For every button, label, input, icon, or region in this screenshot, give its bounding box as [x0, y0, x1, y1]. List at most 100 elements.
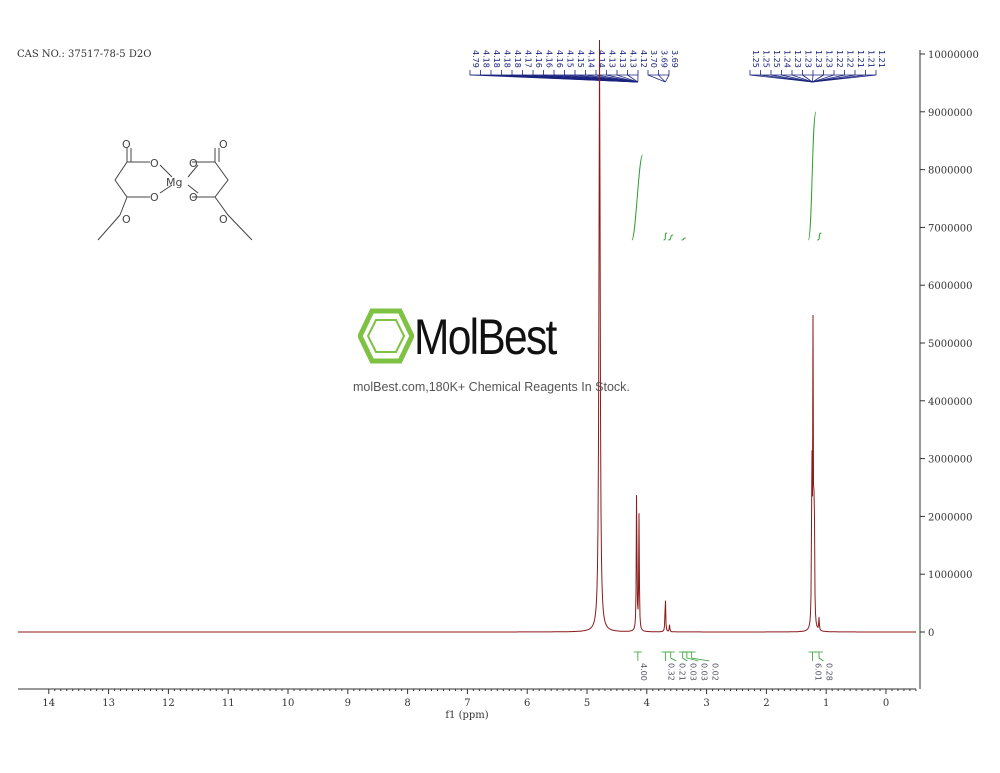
integral-value: 0.28	[824, 663, 833, 681]
peak-label: 4.15	[566, 50, 575, 68]
peak-label: 4.18	[492, 50, 501, 68]
integral-value: 0.03	[688, 663, 697, 681]
y-tick-label: 1000000	[928, 570, 973, 581]
x-tick-label: 8	[404, 698, 410, 709]
x-tick-label: 0	[883, 698, 889, 709]
y-tick-label: 10000000	[928, 50, 979, 61]
x-tick-label: 2	[763, 698, 769, 709]
peak-connector	[664, 70, 670, 83]
x-tick-label: 13	[102, 698, 115, 709]
integral-curve	[681, 237, 686, 241]
integral-curve	[668, 234, 674, 241]
integral-bracket	[661, 651, 670, 661]
integral-bracket	[633, 651, 642, 661]
integral-bracket	[687, 651, 710, 662]
integral-curve	[807, 111, 817, 241]
molecule-structure	[97, 148, 253, 241]
y-tick-label: 5000000	[928, 339, 973, 350]
integral-bracket	[678, 651, 688, 662]
peak-label: 4.18	[503, 50, 512, 68]
peak-label: 1.25	[772, 50, 781, 68]
peak-label: 1.25	[751, 50, 760, 68]
x-tick-label: 10	[282, 698, 295, 709]
atom-label: O	[189, 157, 198, 170]
integral-value: 0.03	[699, 663, 708, 681]
x-tick-label: 3	[703, 698, 709, 709]
y-tick-label: 3000000	[928, 455, 973, 466]
integral-bracket	[666, 651, 677, 662]
peak-label: 1.23	[804, 50, 813, 68]
integral-value: 0.32	[666, 663, 675, 681]
y-tick-label: 0	[928, 628, 934, 639]
peak-label: 4.15	[576, 50, 585, 68]
x-tick-label: 6	[524, 698, 530, 709]
peak-label: 4.17	[524, 50, 533, 68]
atom-label: O	[219, 213, 228, 226]
x-axis-label: f1 (ppm)	[445, 710, 488, 721]
y-tick-label: 8000000	[928, 166, 973, 177]
atom-label: O	[122, 138, 131, 151]
peak-label: 1.21	[877, 50, 886, 68]
integral-curve	[663, 232, 668, 241]
x-tick-label: 1	[823, 698, 829, 709]
peak-label: 1.23	[825, 50, 834, 68]
peak-label: 4.12	[639, 50, 648, 68]
integral-value: 4.00	[639, 663, 648, 681]
peak-label: 3.69	[660, 50, 669, 68]
peak-label: 1.22	[835, 50, 844, 68]
peak-label: 1.23	[793, 50, 802, 68]
peak-label: 4.14	[597, 50, 606, 68]
atom-label: O	[219, 138, 228, 151]
peak-label: 4.16	[534, 50, 543, 68]
peak-label: 4.18	[513, 50, 522, 68]
peak-connector	[647, 70, 666, 83]
peak-label: 1.21	[856, 50, 865, 68]
y-tick-label: 7000000	[928, 223, 973, 234]
watermark-brand: MolBest	[414, 309, 557, 365]
peak-label: 1.22	[846, 50, 855, 68]
atom-label: O	[150, 191, 159, 204]
y-tick-label: 4000000	[928, 397, 973, 408]
integral-value: 0.21	[677, 663, 686, 681]
peak-connector	[812, 70, 814, 83]
peak-label: 1.21	[867, 50, 876, 68]
cas-label: CAS NO.: 37517-78-5 D2O	[17, 49, 152, 60]
integral-value: 6.01	[813, 663, 822, 681]
x-tick-label: 11	[222, 698, 235, 709]
integral-curve	[817, 232, 822, 241]
x-tick-label: 14	[42, 698, 55, 709]
x-tick-label: 12	[162, 698, 175, 709]
peak-label: 3.70	[649, 50, 658, 68]
peak-label: 1.25	[762, 50, 771, 68]
peak-label: 4.13	[618, 50, 627, 68]
x-tick-label: 7	[464, 698, 470, 709]
peak-label: 4.16	[545, 50, 554, 68]
integral-curve	[631, 154, 644, 241]
y-tick-label: 6000000	[928, 281, 973, 292]
peak-label: 4.16	[555, 50, 564, 68]
molbest-logo-icon	[358, 308, 414, 364]
atom-label: O	[150, 157, 159, 170]
spectrum-line	[18, 39, 916, 633]
peak-label: 4.13	[629, 50, 638, 68]
peak-label: 4.79	[471, 50, 480, 68]
integral-bracket	[815, 651, 824, 662]
peak-label: 4.18	[482, 50, 491, 68]
integral-value: 0.02	[710, 663, 719, 681]
integral-bracket	[808, 651, 817, 661]
atom-label: O	[122, 213, 131, 226]
peak-label: 3.69	[670, 50, 679, 68]
y-tick-label: 2000000	[928, 512, 973, 523]
peak-label: 4.14	[587, 50, 596, 68]
atom-label: O	[189, 191, 198, 204]
y-tick-label: 9000000	[928, 108, 973, 119]
peak-label: 4.13	[608, 50, 617, 68]
x-tick-label: 5	[584, 698, 590, 709]
x-tick-label: 4	[644, 698, 650, 709]
x-tick-label: 9	[345, 698, 351, 709]
peak-label: 1.23	[814, 50, 823, 68]
atom-label: Mg	[166, 176, 182, 189]
peak-label: 1.24	[783, 50, 792, 68]
